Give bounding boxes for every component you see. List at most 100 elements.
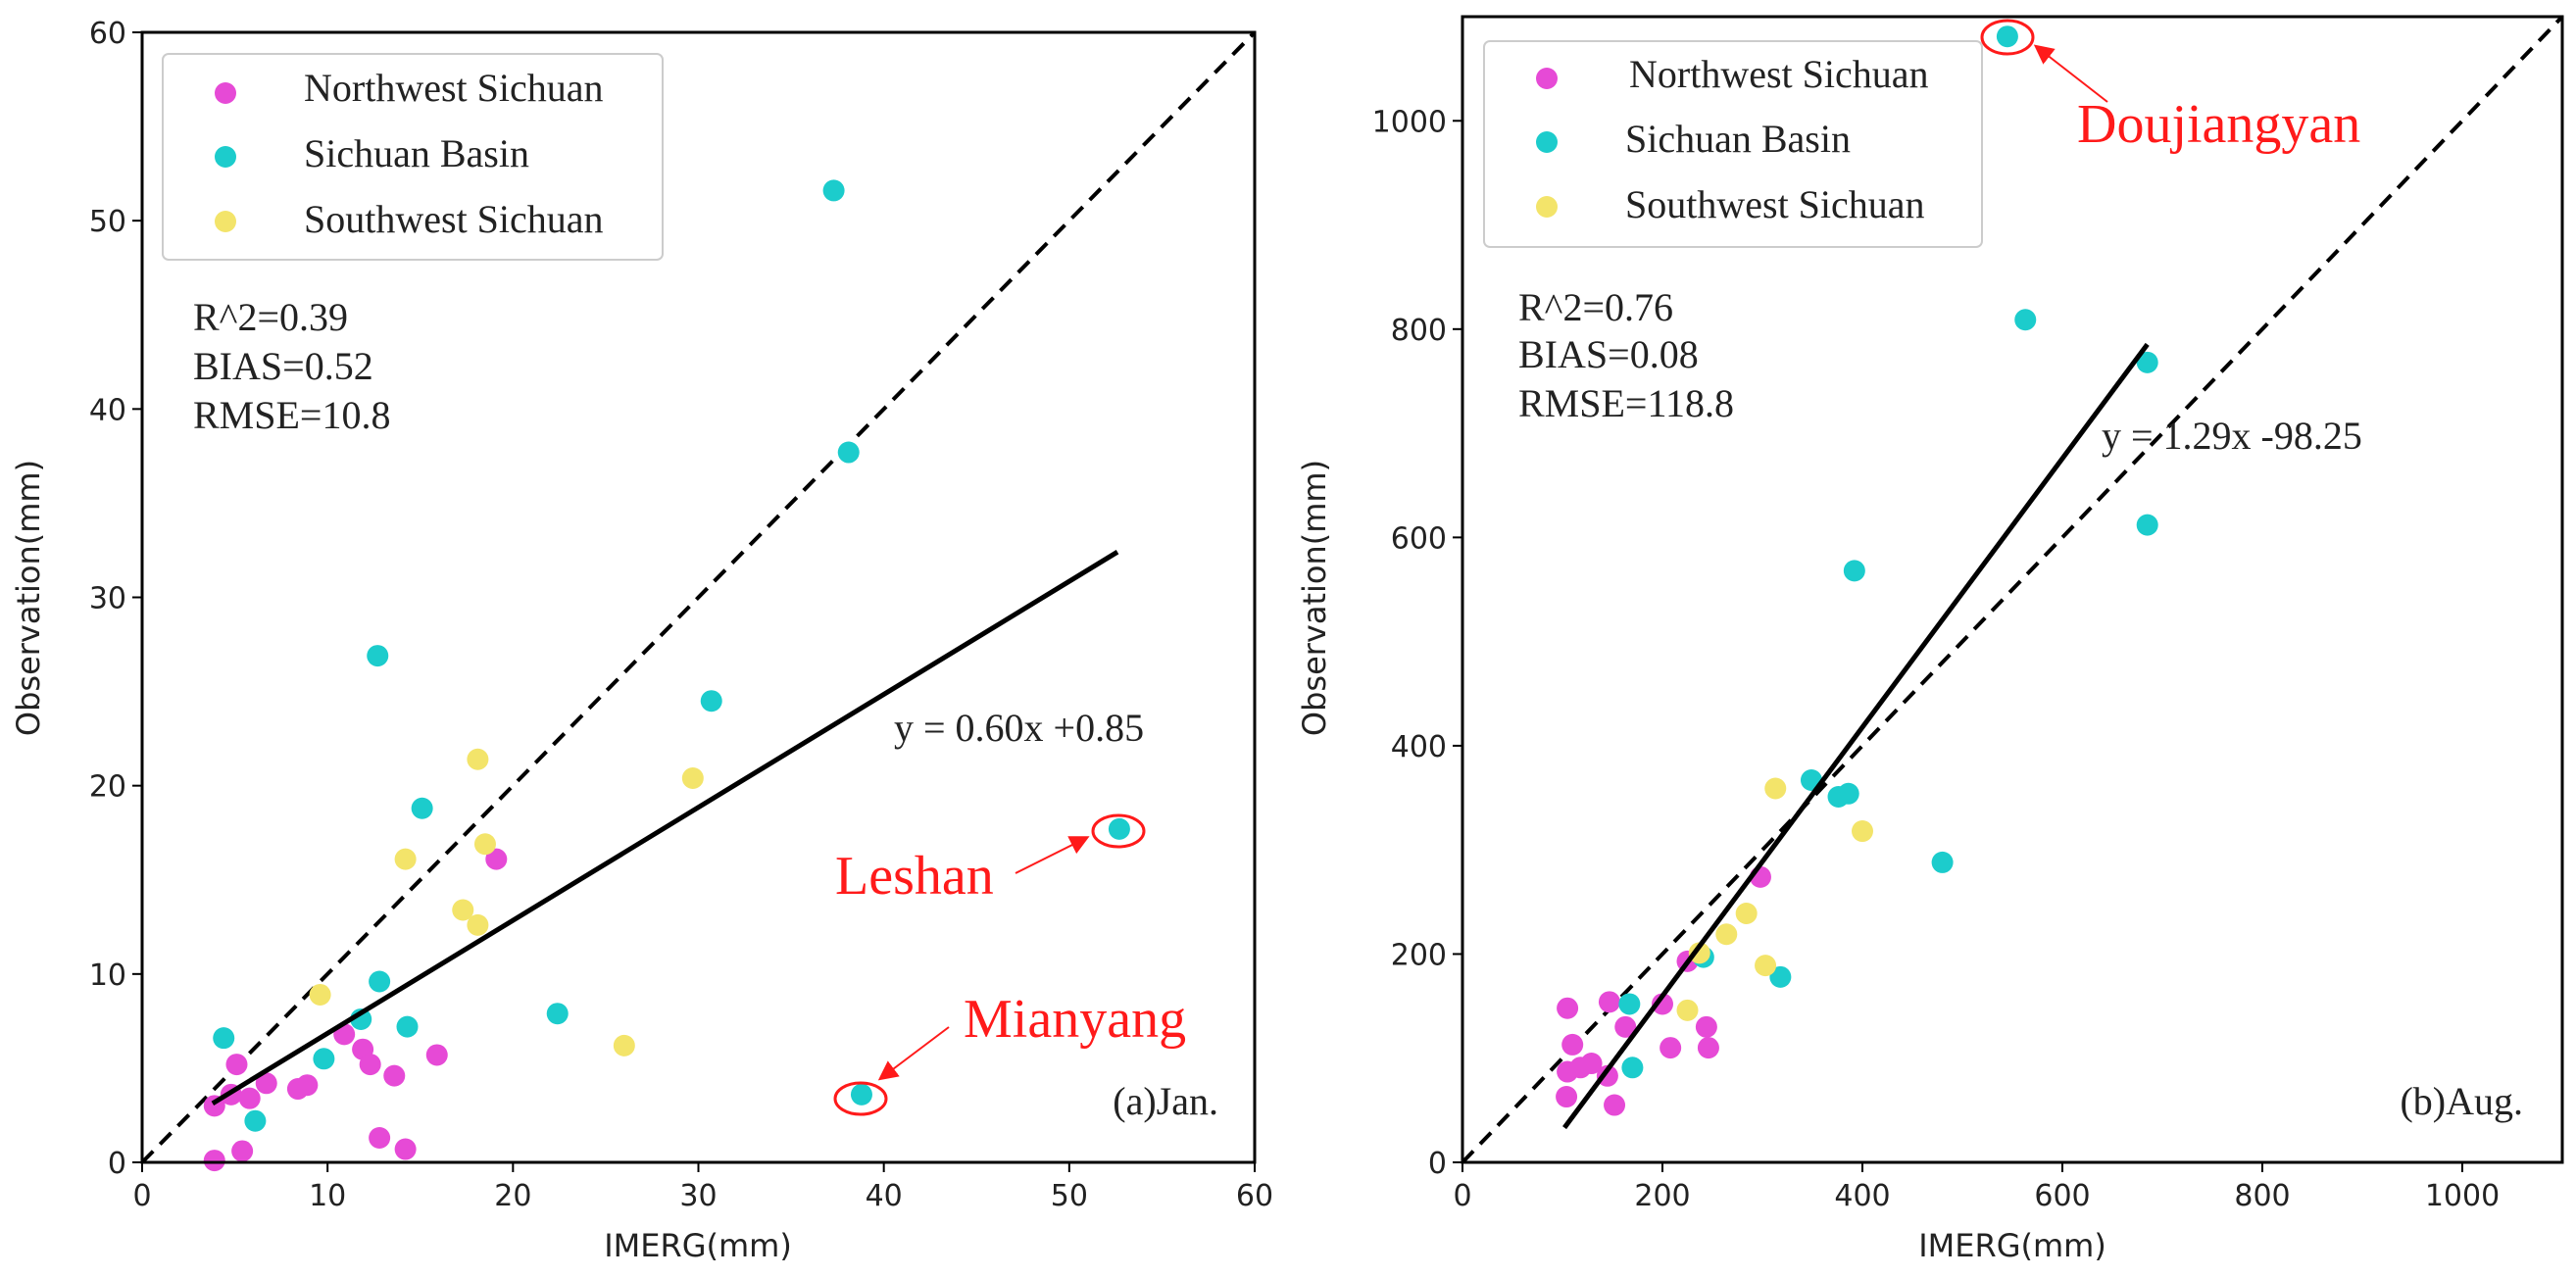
data-point-northwest-sichuan — [359, 1054, 381, 1076]
data-point-northwest-sichuan — [203, 1150, 225, 1172]
data-point-northwest-sichuan — [394, 1138, 417, 1160]
data-point-sichuan-basin — [2136, 514, 2158, 536]
plot-area: 0 10 20 30 40 50 60 0 10 20 30 40 50 60 — [89, 17, 1273, 1213]
y-axis-label: Observation(mm) — [10, 460, 47, 736]
x-axis-label: IMERG(mm) — [604, 1227, 792, 1264]
data-point-northwest-sichuan — [1604, 1094, 1626, 1116]
data-point-sichuan-basin — [369, 970, 391, 993]
y-tick-label: 50 — [89, 205, 126, 239]
x-tick-label: 200 — [1634, 1179, 1690, 1213]
data-point-sichuan-basin — [1837, 782, 1859, 805]
axes-frame — [1461, 15, 2564, 1164]
data-point-northwest-sichuan — [383, 1064, 406, 1087]
x-tick-label: 800 — [2234, 1179, 2290, 1213]
legend-box — [1483, 40, 1983, 248]
fit-equation: y = 0.60x +0.85 — [894, 706, 1144, 750]
y-tick-label: 200 — [1391, 938, 1447, 972]
data-point-sichuan-basin — [411, 797, 433, 819]
annotation-mianyang: Mianyang — [964, 989, 1186, 1050]
legend-marker-basin — [1536, 131, 1558, 153]
data-point-sichuan-basin — [396, 1015, 419, 1038]
fit-equation: y = 1.29x -98.25 — [2102, 414, 2362, 458]
data-point-sichuan-basin — [850, 1083, 872, 1106]
data-point-southwest-sichuan — [1755, 955, 1777, 977]
data-point-sichuan-basin — [313, 1048, 335, 1070]
data-point-northwest-sichuan — [1561, 1033, 1584, 1056]
x-tick-label: 50 — [1051, 1179, 1088, 1213]
data-point-sichuan-basin — [1769, 965, 1792, 988]
annotation-doujiangyan: Doujiangyan — [2077, 94, 2360, 155]
data-point-sichuan-basin — [822, 179, 845, 202]
stat-bias: BIAS=0.08 — [1518, 332, 1699, 376]
data-point-northwest-sichuan — [425, 1044, 448, 1066]
x-tick-label: 30 — [679, 1179, 717, 1213]
one-to-one-line — [1461, 15, 2564, 1164]
data-point-southwest-sichuan — [473, 833, 496, 856]
data-point-sichuan-basin — [546, 1003, 569, 1025]
data-point-northwest-sichuan — [1660, 1037, 1682, 1059]
legend-marker-northwest — [1536, 68, 1558, 89]
annotation-ring-doujiangyan — [1980, 19, 2035, 56]
y-tick-label: 0 — [108, 1147, 126, 1181]
stat-r2: R^2=0.76 — [1518, 285, 1673, 329]
stat-rmse: RMSE=118.8 — [1518, 381, 1734, 425]
legend-box — [162, 53, 664, 261]
x-tick-label: 400 — [1834, 1179, 1890, 1213]
x-tick-label: 600 — [2034, 1179, 2090, 1213]
data-point-southwest-sichuan — [452, 899, 474, 921]
stat-bias: BIAS=0.52 — [193, 344, 373, 388]
data-point-southwest-sichuan — [613, 1034, 635, 1057]
legend-marker-northwest — [215, 82, 236, 104]
x-tick-label: 1000 — [2425, 1179, 2500, 1213]
data-point-northwest-sichuan — [1652, 993, 1673, 1015]
data-point-southwest-sichuan — [309, 983, 331, 1006]
legend-label-northwest: Northwest Sichuan — [304, 66, 604, 110]
x-tick-label: 20 — [494, 1179, 531, 1213]
annotation-arrow-mianyang — [877, 1026, 950, 1081]
legend-label-southwest: Southwest Sichuan — [304, 197, 604, 241]
data-point-southwest-sichuan — [1764, 777, 1787, 800]
data-point-northwest-sichuan — [1598, 991, 1620, 1013]
panel-label: (a)Jan. — [1113, 1079, 1218, 1123]
legend: Northwest Sichuan Sichuan Basin Southwes… — [1483, 40, 1983, 248]
one-to-one-line — [140, 30, 1257, 1164]
legend-marker-southwest — [215, 211, 236, 232]
data-point-northwest-sichuan — [1580, 1053, 1603, 1075]
data-point-northwest-sichuan — [1614, 1015, 1637, 1038]
data-point-southwest-sichuan — [681, 766, 704, 789]
legend-label-basin: Sichuan Basin — [1625, 117, 1851, 161]
x-axis-label: IMERG(mm) — [1918, 1227, 2106, 1264]
data-point-southwest-sichuan — [394, 848, 417, 870]
data-point-southwest-sichuan — [467, 913, 489, 936]
x-tick-label: 10 — [309, 1179, 346, 1213]
data-point-sichuan-basin — [244, 1109, 267, 1132]
y-tick-label: 800 — [1391, 314, 1447, 348]
y-tick-label: 1000 — [1372, 105, 1447, 139]
data-point-southwest-sichuan — [1715, 923, 1738, 946]
data-point-sichuan-basin — [1843, 560, 1865, 582]
annotation-leshan: Leshan — [835, 846, 994, 907]
data-point-sichuan-basin — [700, 690, 722, 713]
legend-label-southwest: Southwest Sichuan — [1625, 182, 1925, 226]
x-tick-label: 0 — [132, 1179, 151, 1213]
data-point-northwest-sichuan — [1556, 1086, 1578, 1108]
legend-label-basin: Sichuan Basin — [304, 131, 529, 175]
annotation-arrow-leshan — [1015, 836, 1090, 874]
data-point-sichuan-basin — [213, 1027, 235, 1050]
y-tick-label: 30 — [89, 582, 126, 616]
data-point-southwest-sichuan — [1676, 999, 1699, 1021]
data-point-sichuan-basin — [1108, 817, 1130, 840]
panel-label: (b)Aug. — [2400, 1079, 2523, 1123]
data-point-northwest-sichuan — [238, 1087, 261, 1109]
data-point-southwest-sichuan — [1735, 903, 1758, 925]
data-point-sichuan-basin — [367, 645, 389, 667]
legend-marker-basin — [215, 146, 236, 168]
x-tick-label: 60 — [1236, 1179, 1273, 1213]
plot-area: 0 200 400 600 800 1000 0 200 400 600 800 1000 — [1372, 15, 2564, 1213]
data-point-northwest-sichuan — [225, 1054, 248, 1076]
data-point-northwest-sichuan — [1557, 997, 1579, 1019]
data-point-sichuan-basin — [1996, 25, 2018, 48]
y-axis-label: Observation(mm) — [1296, 460, 1333, 736]
fit-line — [1562, 342, 2150, 1130]
